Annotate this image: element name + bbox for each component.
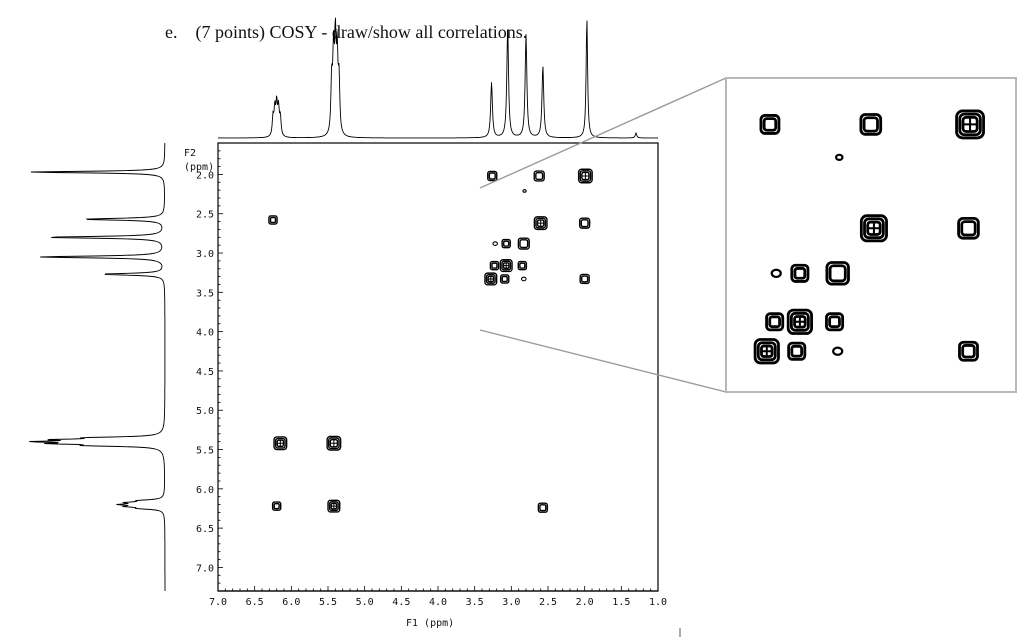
cross-peak — [533, 216, 548, 231]
cross-peak — [825, 312, 845, 332]
cross-peak — [787, 341, 807, 361]
x-tick-label: 6.0 — [282, 597, 300, 608]
y-axis: 2.0 2.5 3.0 3.5 4.0 4.5 5.0 5.5 6.0 6.5 7.0 — [196, 150, 223, 584]
cross-peak — [268, 215, 278, 225]
cross-peak — [859, 214, 888, 243]
cross-peak — [765, 312, 785, 332]
x-tick-label: 4.5 — [392, 597, 410, 608]
y-tick-label: 5.5 — [196, 446, 214, 457]
x-tick-label: 3.5 — [466, 597, 484, 608]
x-tick-label: 3.0 — [502, 597, 520, 608]
cross-peak — [499, 259, 513, 273]
cross-peak — [957, 217, 980, 240]
cross-peak — [790, 263, 810, 283]
cross-peak — [501, 238, 511, 249]
cross-peak — [326, 435, 342, 451]
y-tick-label: 6.5 — [196, 524, 214, 535]
y-tick-label: 7.0 — [196, 563, 214, 574]
cross-peak — [832, 346, 844, 356]
x-tick-label: 1.0 — [649, 597, 667, 608]
y-axis-label-line2: (ppm) — [184, 162, 214, 173]
y-tick-label: 4.0 — [196, 328, 214, 339]
y-axis-label-line1: F2 — [184, 148, 196, 159]
x-tick-label: 7.0 — [209, 597, 227, 608]
cross-peak — [579, 217, 591, 229]
cross-peak — [786, 308, 813, 335]
cross-peak — [770, 268, 782, 279]
x-tick-label: 4.0 — [429, 597, 447, 608]
y-tick-label: 5.0 — [196, 406, 214, 417]
y-tick-label: 2.0 — [196, 170, 214, 181]
cross-peak — [517, 260, 528, 271]
cross-peak — [835, 153, 844, 161]
x-tick-label: 5.5 — [319, 597, 337, 608]
cross-peak — [271, 501, 282, 511]
cross-peak — [577, 168, 593, 184]
cross-peak — [489, 260, 500, 271]
cross-peak — [522, 189, 527, 193]
y-tick-label: 3.0 — [196, 249, 214, 260]
callout-line-bottom — [479, 329, 727, 393]
cross-peak — [492, 241, 499, 246]
x-tick-label: 6.5 — [246, 597, 264, 608]
cross-peak — [958, 340, 979, 362]
x-tick-label: 2.0 — [576, 597, 594, 608]
y-tick-label: 6.0 — [196, 485, 214, 496]
x-tick-label: 2.5 — [539, 597, 557, 608]
plot-frame — [217, 142, 659, 592]
cross-peak — [533, 170, 545, 182]
y-tick-label: 4.5 — [196, 367, 214, 378]
question-body: (7 points) COSY - draw/show all correlat… — [195, 22, 528, 42]
zoom-inset-peaks — [753, 109, 985, 365]
f1-trace — [218, 17, 658, 139]
f1-projection-spectrum — [218, 17, 658, 139]
x-axis-label: F1 (ppm) — [406, 618, 454, 629]
cross-peak — [327, 499, 341, 513]
x-tick-label: 5.0 — [356, 597, 374, 608]
y-tick-label: 3.5 — [196, 288, 214, 299]
cross-peak — [487, 170, 498, 182]
cross-peak — [859, 113, 883, 136]
x-axis: 7.0 6.5 6.0 5.5 5.0 4.5 4.0 3.5 3.0 2.5 2.0 1.5 1.0 — [209, 586, 667, 608]
cross-peak — [579, 273, 590, 285]
question-label: e. — [165, 22, 178, 42]
cross-peak — [955, 109, 985, 140]
cross-peak — [753, 338, 780, 365]
x-tick-label: 1.5 — [612, 597, 630, 608]
cross-peaks — [268, 168, 593, 513]
cross-peak — [517, 237, 530, 250]
question-text: e. (7 points) COSY - draw/show all correl… — [165, 22, 527, 43]
cross-peak — [499, 274, 510, 284]
cross-peak — [273, 436, 288, 451]
cross-peak — [520, 276, 527, 282]
f2-trace — [29, 143, 166, 591]
callout-line-top — [479, 77, 727, 189]
cross-peak — [484, 272, 498, 286]
f2-projection-spectrum — [29, 143, 166, 591]
y-tick-label: 2.5 — [196, 210, 214, 221]
cross-peak — [825, 261, 850, 286]
cross-peak — [537, 502, 549, 513]
cross-peak — [759, 114, 781, 135]
